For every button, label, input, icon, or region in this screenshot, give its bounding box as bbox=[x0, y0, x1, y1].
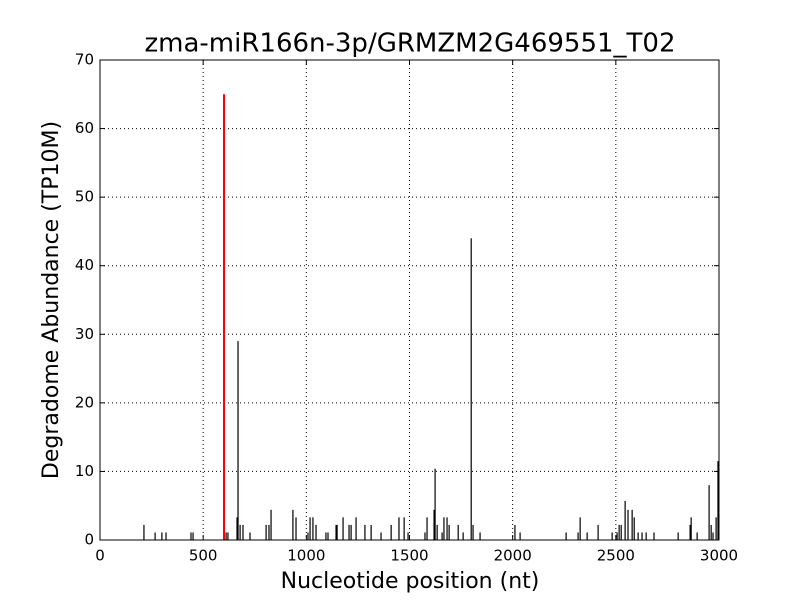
y-tick-label: 40 bbox=[75, 256, 94, 274]
y-tick-label: 70 bbox=[75, 51, 94, 69]
x-tick-label: 1000 bbox=[287, 547, 325, 565]
x-tick-label: 0 bbox=[95, 547, 105, 565]
y-tick-label: 60 bbox=[75, 119, 94, 137]
y-axis-label: Degradome Abundance (TP10M) bbox=[39, 121, 64, 479]
plot-frame bbox=[99, 59, 720, 541]
y-tick-label: 10 bbox=[75, 462, 94, 480]
x-tick-label: 2500 bbox=[597, 547, 635, 565]
y-tick-label: 0 bbox=[84, 531, 94, 549]
x-tick-label: 3000 bbox=[700, 547, 738, 565]
x-axis-label: Nucleotide position (nt) bbox=[281, 569, 540, 594]
y-tick-label: 30 bbox=[75, 325, 94, 343]
y-tick-label: 20 bbox=[75, 393, 94, 411]
y-tick-label: 50 bbox=[75, 188, 94, 206]
x-tick-label: 1500 bbox=[390, 547, 428, 565]
chart-title: zma-miR166n-3p/GRMZM2G469551_T02 bbox=[145, 29, 676, 59]
x-tick-label: 500 bbox=[189, 547, 218, 565]
x-tick-label: 2000 bbox=[494, 547, 532, 565]
